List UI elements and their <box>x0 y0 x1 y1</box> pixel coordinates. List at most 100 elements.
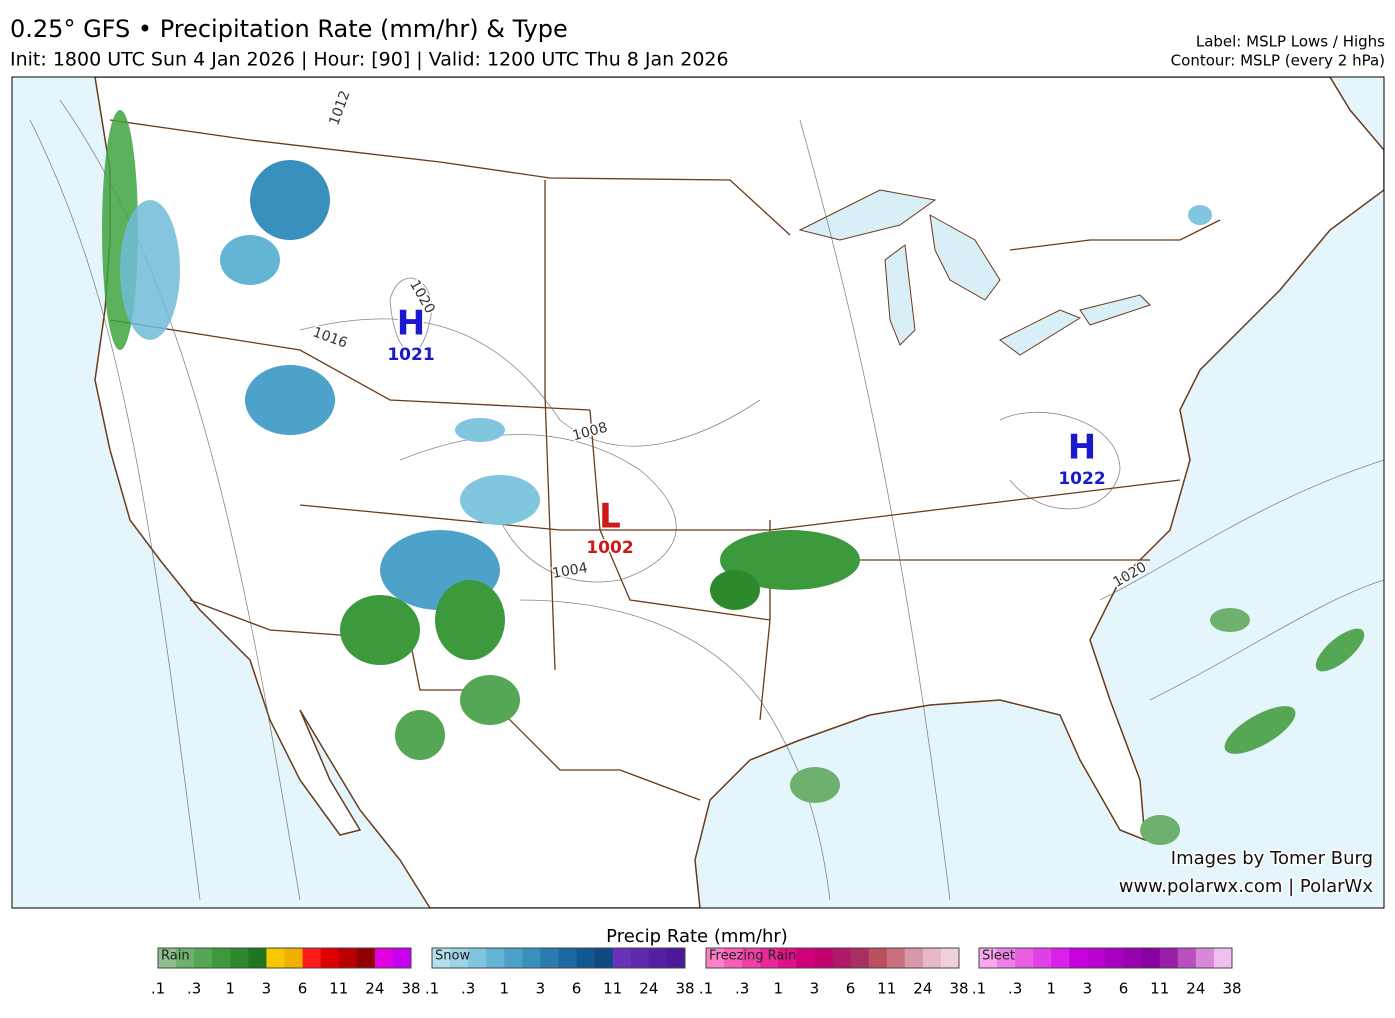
legend-swatch <box>886 948 906 968</box>
legend-swatch <box>630 948 650 968</box>
legend-swatch <box>1069 948 1088 968</box>
center-pressure: 1002 <box>586 538 633 558</box>
title: 0.25° GFS • Precipitation Rate (mm/hr) &… <box>10 15 568 43</box>
legend-tick: 24 <box>913 980 932 998</box>
legend-swatch <box>796 948 815 968</box>
legend-swatch <box>1177 948 1197 968</box>
center-pressure: 1022 <box>1058 469 1105 489</box>
legend-swatch <box>576 948 596 968</box>
legend-group-name: Snow <box>435 949 470 964</box>
legend-swatch <box>158 948 177 968</box>
legend-tick: 11 <box>877 980 896 998</box>
legend-group-name: Freezing Rain <box>709 949 796 964</box>
legend-tick: 6 <box>298 980 308 998</box>
legend-swatch <box>266 948 285 968</box>
legend-swatch <box>868 948 888 968</box>
legend-swatch <box>922 948 942 968</box>
legend-tick: .1 <box>699 980 713 998</box>
legend-group-name: Rain <box>161 949 190 964</box>
legend-tick: 6 <box>846 980 856 998</box>
legend-tick: 38 <box>1222 980 1241 998</box>
borders <box>109 119 1221 801</box>
legend-tick: 3 <box>1083 980 1093 998</box>
legend-swatch <box>1159 948 1179 968</box>
legend: Rain .1 .3 1 3 6 11 24 38 Snow .1 .3 1 3 6 11 24 38 Freezi… <box>151 947 1242 998</box>
legend-tick: 11 <box>1150 980 1169 998</box>
legend-tick: 24 <box>1186 980 1205 998</box>
legend-tick: 38 <box>949 980 968 998</box>
great-lakes <box>798 189 1151 356</box>
contour-note: Contour: MSLP (every 2 hPa) <box>1171 52 1385 70</box>
legend-tick: 38 <box>675 980 694 998</box>
legend-swatch <box>997 948 1016 968</box>
legend-tick: 6 <box>1119 980 1129 998</box>
legend-title: Precip Rate (mm/hr) <box>606 926 788 947</box>
subtitle: Init: 1800 UTC Sun 4 Jan 2026 | Hour: [9… <box>10 49 729 71</box>
precip <box>102 110 1365 845</box>
legend-tick: .1 <box>972 980 986 998</box>
legend-tick: 1 <box>226 980 236 998</box>
legend-swatch <box>1123 948 1143 968</box>
legend-swatch <box>486 948 505 968</box>
legend-swatch <box>374 948 394 968</box>
legend-swatch <box>814 948 833 968</box>
legend-swatch <box>320 948 340 968</box>
legend-swatch <box>1015 948 1034 968</box>
legend-tick: 6 <box>572 980 582 998</box>
legend-swatch <box>1087 948 1106 968</box>
legend-swatch <box>742 948 761 968</box>
legend-tick: .3 <box>1008 980 1022 998</box>
legend-tick: 3 <box>810 980 820 998</box>
legend-swatch <box>432 948 451 968</box>
legend-tick: 11 <box>603 980 622 998</box>
legend-swatch <box>468 948 487 968</box>
legend-swatch <box>612 948 632 968</box>
legend-swatch <box>778 948 797 968</box>
legend-tick: 24 <box>365 980 384 998</box>
legend-swatch <box>504 948 523 968</box>
legend-box <box>705 947 960 969</box>
legend-swatch <box>302 948 322 968</box>
legend-swatch <box>594 948 614 968</box>
legend-swatch <box>850 948 870 968</box>
legend-swatch <box>940 948 960 968</box>
center-letter: H <box>397 304 425 344</box>
legend-swatch <box>248 948 267 968</box>
map-frame <box>11 76 1385 909</box>
legend-tick: 1 <box>1047 980 1057 998</box>
legend-swatch <box>904 948 924 968</box>
legend-box <box>431 947 686 969</box>
legend-swatch <box>540 948 559 968</box>
legend-swatch <box>176 948 195 968</box>
legend-swatch <box>666 948 686 968</box>
legend-tick: 11 <box>329 980 348 998</box>
label-note: Label: MSLP Lows / Highs <box>1196 33 1385 51</box>
legend-tick: 3 <box>536 980 546 998</box>
ocean-corner <box>1340 77 1384 130</box>
legend-tick: .1 <box>151 980 165 998</box>
legend-swatch <box>356 948 376 968</box>
legend-tick: 3 <box>262 980 272 998</box>
legend-tick: 38 <box>401 980 420 998</box>
legend-swatch <box>338 948 358 968</box>
credit: Images by Tomer Burg <box>1171 848 1373 869</box>
legend-box <box>157 947 412 969</box>
legend-swatch <box>284 948 304 968</box>
legend-swatch <box>648 948 668 968</box>
legend-swatch <box>1141 948 1161 968</box>
legend-swatch <box>522 948 541 968</box>
legend-tick: .3 <box>735 980 749 998</box>
legend-swatch <box>1105 948 1125 968</box>
legend-tick: 24 <box>639 980 658 998</box>
legend-swatch <box>230 948 249 968</box>
legend-box <box>978 947 1233 969</box>
legend-tick: .3 <box>187 980 201 998</box>
legend-swatch <box>558 948 578 968</box>
legend-swatch <box>706 948 725 968</box>
legend-tick: .1 <box>425 980 439 998</box>
legend-swatch <box>1033 948 1052 968</box>
legend-swatch <box>1051 948 1070 968</box>
